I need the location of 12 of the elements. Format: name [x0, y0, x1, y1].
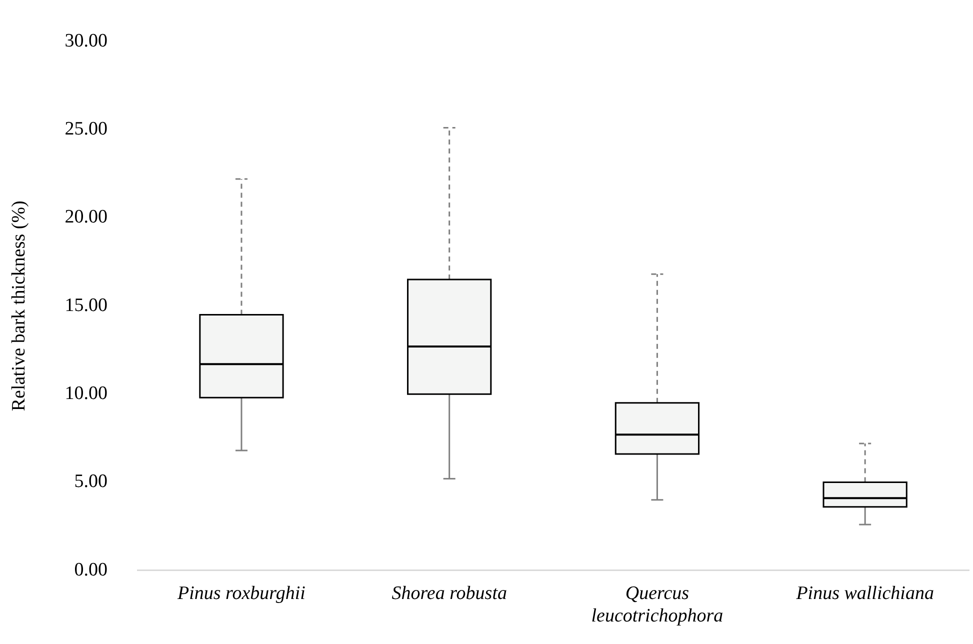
y-tick-label: 20.00 [64, 206, 108, 228]
y-tick-label: 5.00 [74, 471, 108, 492]
y-tick-label: 10.00 [64, 383, 108, 404]
x-tick-label: Pinus wallichiana [795, 582, 934, 604]
x-tick-label: Quercus leucotrichophora [591, 582, 724, 627]
y-tick-label: 15.00 [64, 294, 108, 316]
x-tick-label: Pinus roxburghii [176, 582, 306, 604]
x-tick-label: Shorea robusta [392, 582, 507, 604]
y-tick-label: 25.00 [64, 118, 108, 140]
y-tick-label: 30.00 [64, 30, 108, 52]
y-axis-title: Relative bark thickness (%) [8, 200, 30, 412]
y-tick-label: 0.00 [74, 559, 108, 580]
